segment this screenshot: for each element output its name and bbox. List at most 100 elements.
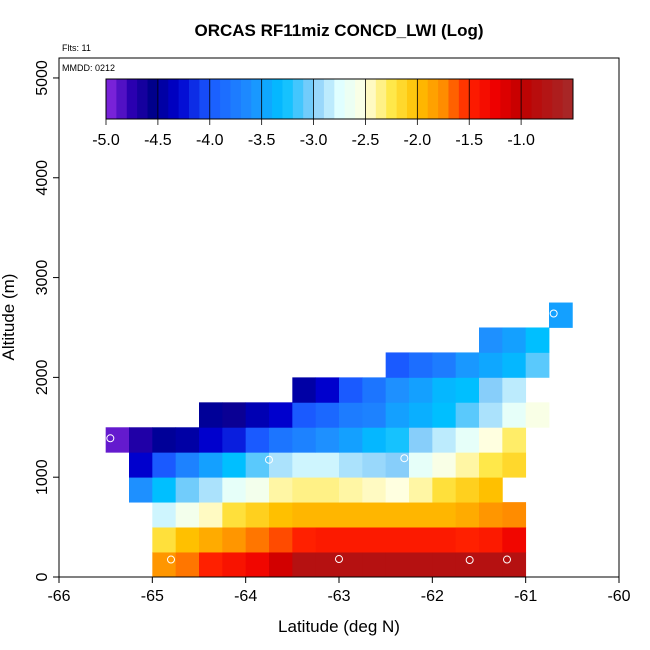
colorbar-segment [168,79,180,119]
heatmap-cell [199,477,223,503]
colorbar: -5.0 -4.5 -4.0 -3.5 -3.0 -2.5 -2.0 -1.5 -1.0 [92,78,574,149]
heatmap-cell [292,452,317,478]
heatmap-cell [455,427,480,453]
colorbar-segment [417,79,429,119]
colorbar-segment [531,79,543,119]
heatmap-cell [152,552,177,578]
x-tick-label: -62 [421,588,444,605]
heatmap-cell [339,427,363,453]
heatmap-cell [525,402,550,428]
heatmap-cell [315,502,340,528]
colorbar-segment [106,79,117,119]
heatmap-cell [502,452,527,478]
colorbar-segment [562,79,574,119]
colorbar-segment [344,79,356,119]
colorbar-segment [365,79,377,119]
heatmap-cell [245,402,270,428]
heatmap-cell [175,527,200,553]
y-axis-label: Altitude (m) [0,274,18,361]
colorbar-segment [313,79,325,119]
heatmap-cell [385,377,410,403]
heatmap-cell [315,552,340,578]
heatmap-cell [292,527,317,553]
heatmap-cell [199,502,223,528]
colorbar-tick-label: -2.0 [404,132,432,149]
heatmap-cell [339,452,363,478]
sample-marker [335,555,343,564]
colorbar-tick-label: -4.0 [196,132,224,149]
y-tick-label: 1000 [34,459,51,495]
heatmap-cell [269,552,293,578]
heatmap-cell [315,427,340,453]
sample-markers [106,309,558,565]
colorbar-segment [448,79,460,119]
colorbar-segment [386,79,397,119]
heatmap-cell [199,552,223,578]
heatmap-cell [362,477,387,503]
x-tick-label: -65 [141,588,164,605]
heatmap-cell [409,377,433,403]
heatmap-cell [432,527,457,553]
colorbar-segment [292,79,304,119]
heatmap-cell [409,502,433,528]
heatmap-cell [222,402,247,428]
heatmap-cells [105,302,573,578]
heatmap-cell [502,502,527,528]
colorbar-segment [427,79,439,119]
sample-marker [400,454,409,463]
sample-marker [465,556,474,565]
heatmap-cell [222,552,247,578]
heatmap-cell [479,327,503,353]
heatmap-cell [339,402,363,428]
colorbar-segment [469,79,480,119]
sample-marker [503,555,511,564]
heatmap-cell [199,402,223,428]
heatmap-cell [409,402,433,428]
heatmap-cell [175,477,200,503]
heatmap-cell [222,527,247,553]
heatmap-cell [479,427,503,453]
colorbar-tick-label: -4.5 [144,132,172,149]
heatmap-cell [152,427,177,453]
heatmap-cell [502,527,527,553]
sample-marker [167,555,175,564]
x-tick-label: -63 [327,588,350,605]
heatmap-cell [502,377,527,403]
heatmap-cell [525,327,550,353]
heatmap-cell [315,477,340,503]
colorbar-segment [458,79,470,119]
heatmap-cell [479,377,503,403]
x-tick-label: -60 [607,588,630,605]
heatmap-cell [362,502,387,528]
colorbar-segment [489,79,501,119]
heatmap-cell [502,402,527,428]
colorbar-segment [375,79,387,119]
heatmap-cell [175,452,200,478]
heatmap-cell [315,452,340,478]
heatmap-cell [432,402,457,428]
colorbar-segment [147,79,159,119]
flights-annotation: Flts: 11 [62,43,91,53]
y-tick-label: 4000 [34,160,51,196]
heatmap-cell [432,452,457,478]
heatmap-cell [222,477,247,503]
heatmap-cell [479,502,503,528]
heatmap-cell [409,552,433,578]
colorbar-segment [552,79,564,119]
colorbar-segment [396,79,408,119]
heatmap-cell [292,477,317,503]
colorbar-segment [209,79,221,119]
colorbar-frame [105,78,574,120]
colorbar-segment [334,79,346,119]
heatmap-cell [152,452,177,478]
y-axis: 0 1000 2000 3000 4000 5000 [34,60,59,581]
heatmap-cell [269,427,293,453]
heatmap-cell [362,552,387,578]
heatmap-cell [549,302,573,328]
heatmap-cell [315,377,340,403]
heatmap-cell [269,477,293,503]
y-tick-label: 5000 [34,60,51,96]
heatmap-cell [409,452,433,478]
heatmap-cell [525,352,550,378]
